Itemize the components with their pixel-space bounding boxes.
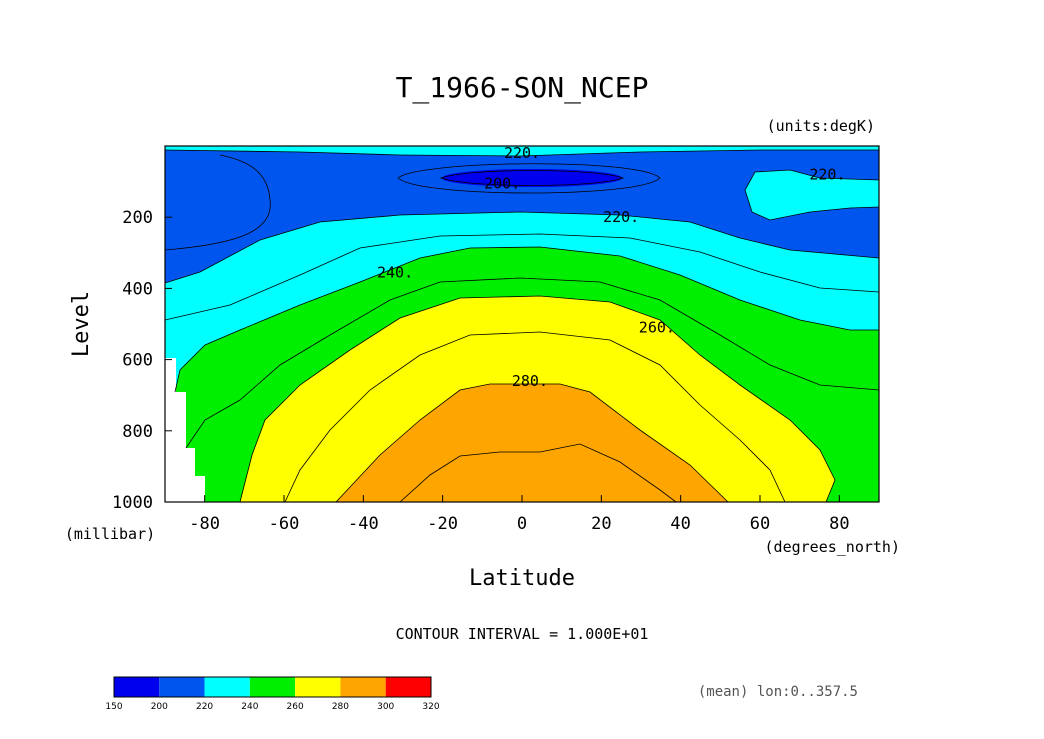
- x-axis-label: Latitude: [469, 566, 575, 591]
- x-tick-label: -20: [427, 514, 458, 534]
- contour-line-280: [335, 383, 729, 502]
- chart-title: T_1966-SON_NCEP: [396, 71, 649, 105]
- colorbar: 150 200 220 240 260 280 300 320: [105, 676, 440, 712]
- contour-line-270: [284, 331, 786, 502]
- y-units: (millibar): [65, 525, 155, 543]
- colorbar-swatch: [295, 677, 341, 697]
- x-ticks: -80 -60 -40 -20 0 20 40 60 80: [189, 495, 850, 534]
- contour-label: 280.: [512, 372, 548, 390]
- x-tick-label: 80: [829, 514, 849, 534]
- y-axis-label: Level: [69, 291, 94, 357]
- x-tick-label: -60: [269, 514, 300, 534]
- colorbar-tick-label: 320: [422, 702, 439, 712]
- contour-line-220-top: [165, 149, 879, 157]
- x-tick-label: 0: [517, 514, 527, 534]
- colorbar-tick-label: 220: [196, 702, 213, 712]
- y-tick-label: 200: [122, 208, 153, 228]
- contour-line-200: [439, 170, 625, 186]
- field-220-240-island: [745, 170, 879, 220]
- x-tick-label: -80: [189, 514, 220, 534]
- contour-labels: 220. 200. 220. 220. 240. 260. 280.: [377, 144, 845, 390]
- y-tick-label: 600: [122, 351, 153, 371]
- contour-line-290: [399, 443, 677, 502]
- contour-line-230: [165, 233, 879, 321]
- contour-fields: [165, 146, 879, 502]
- colorbar-tick-label: 200: [151, 702, 168, 712]
- contour-label: 220.: [809, 165, 845, 183]
- contour-lines: [165, 149, 879, 502]
- colorbar-swatch: [340, 677, 386, 697]
- contour-interval: CONTOUR INTERVAL = 1.000E+01: [396, 625, 649, 643]
- colorbar-swatch: [159, 677, 205, 697]
- contour-line-260: [239, 295, 836, 502]
- contour-line-250: [185, 277, 879, 449]
- contour-label: 200.: [484, 174, 520, 192]
- colorbar-tick-label: 240: [241, 702, 258, 712]
- field-below-200: [442, 169, 622, 187]
- y-tick-label: 800: [122, 422, 153, 442]
- contour-line-220: [165, 211, 879, 284]
- colorbar-swatch: [204, 677, 250, 697]
- colorbar-swatch: [114, 677, 160, 697]
- colorbar-swatch: [385, 677, 431, 697]
- colorbar-frame: [113, 676, 432, 698]
- contour-label: 220.: [504, 144, 540, 162]
- x-units: (degrees_north): [765, 538, 900, 556]
- colorbar-tick-label: 280: [332, 702, 349, 712]
- contour-label: 240.: [377, 263, 413, 281]
- contour-label: 260.: [639, 319, 675, 337]
- colorbar-swatch: [249, 677, 296, 697]
- x-tick-label: 20: [591, 514, 611, 534]
- y-tick-label: 1000: [112, 493, 153, 513]
- units-label: (units:degK): [767, 117, 875, 135]
- colorbar-tick-label: 260: [287, 702, 304, 712]
- contour-line-210-left: [165, 154, 271, 251]
- colorbar-tick-label: 150: [105, 702, 122, 712]
- missing-data: [165, 358, 205, 502]
- footer-note: (mean) lon:0..357.5: [698, 684, 858, 700]
- y-ticks: 200 400 600 800 1000: [112, 208, 172, 513]
- colorbar-tick-label: 300: [377, 702, 394, 712]
- contour-line-210: [397, 163, 661, 194]
- x-tick-label: 60: [750, 514, 770, 534]
- x-tick-label: 40: [670, 514, 690, 534]
- x-tick-label: -40: [348, 514, 379, 534]
- contour-line-220-island: [744, 169, 879, 221]
- contour-label: 220.: [603, 208, 639, 226]
- field-220-240-top: [165, 146, 879, 156]
- y-tick-label: 400: [122, 279, 153, 299]
- contour-line-240: [174, 246, 879, 393]
